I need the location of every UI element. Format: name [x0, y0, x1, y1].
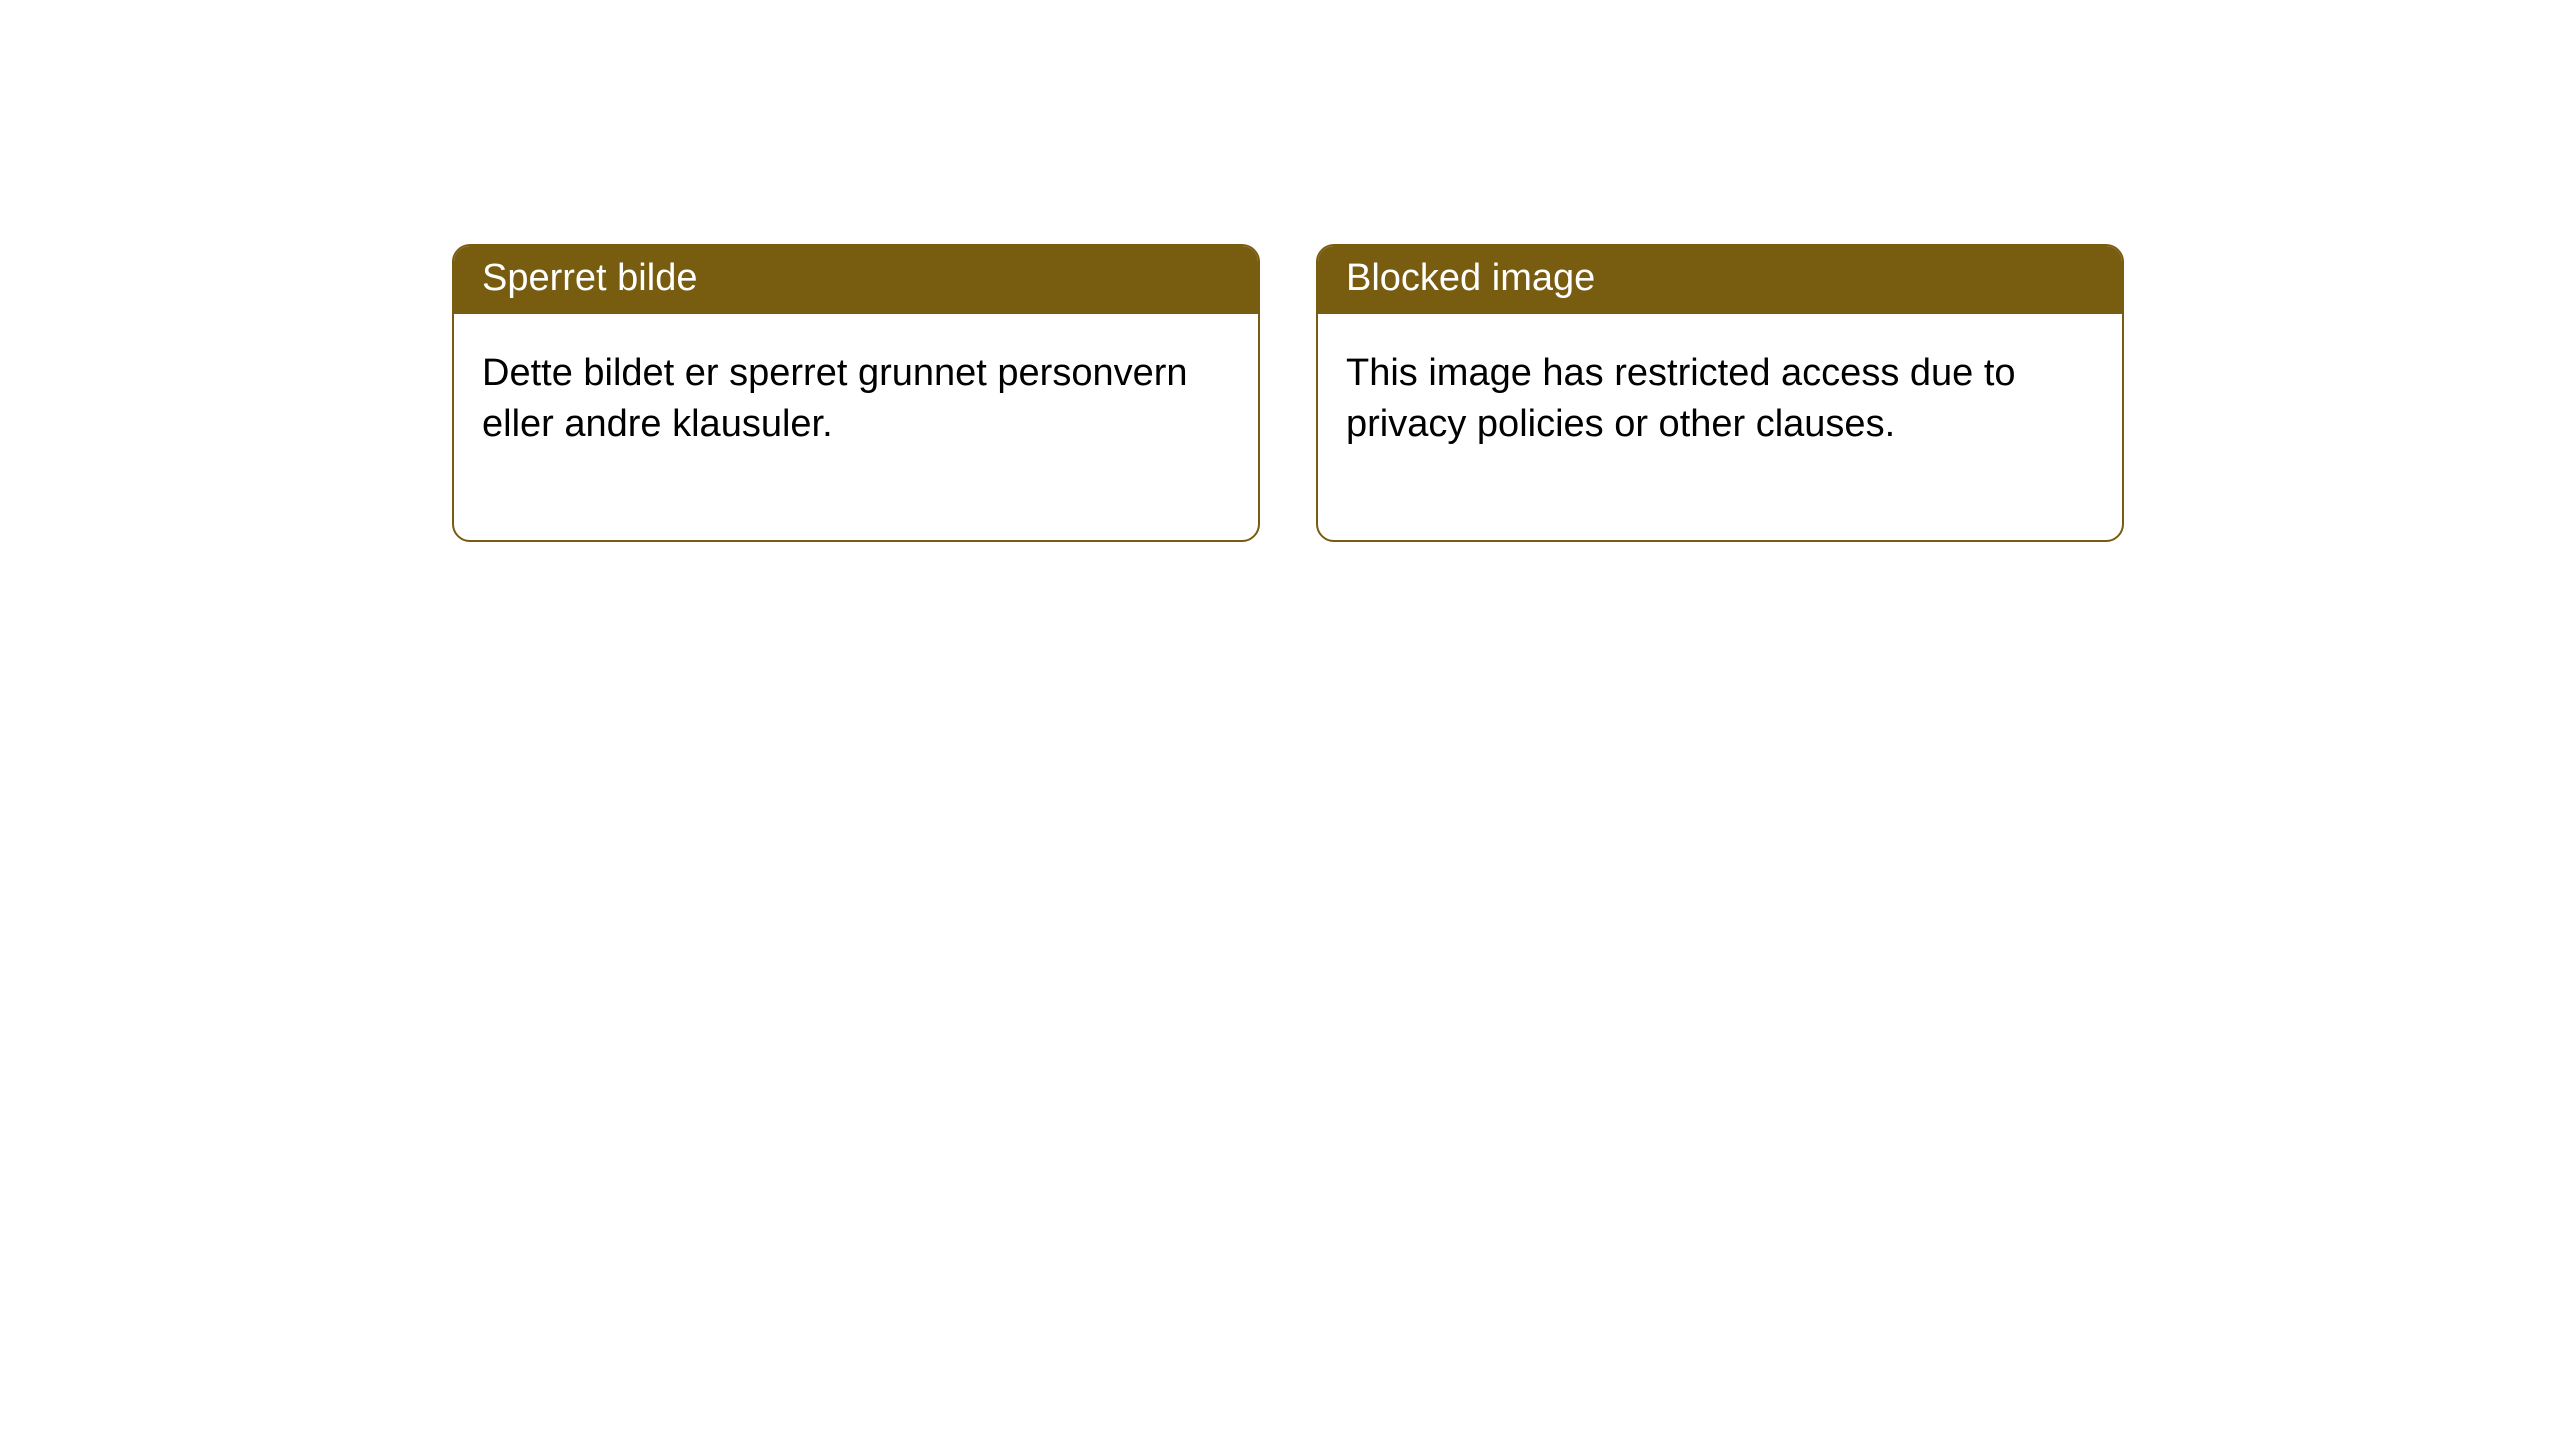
notice-card-english: Blocked image This image has restricted … [1316, 244, 2124, 542]
notice-card-title: Blocked image [1346, 257, 1595, 299]
notice-card-norwegian: Sperret bilde Dette bildet er sperret gr… [452, 244, 1260, 542]
notice-card-header: Blocked image [1318, 246, 2122, 314]
notice-card-body: Dette bildet er sperret grunnet personve… [454, 314, 1258, 541]
notice-card-title: Sperret bilde [482, 257, 697, 299]
notice-card-body: This image has restricted access due to … [1318, 314, 2122, 541]
notice-card-message: Dette bildet er sperret grunnet personve… [482, 352, 1188, 445]
notice-card-header: Sperret bilde [454, 246, 1258, 314]
notice-card-message: This image has restricted access due to … [1346, 352, 2016, 445]
notice-cards-container: Sperret bilde Dette bildet er sperret gr… [452, 244, 2124, 542]
